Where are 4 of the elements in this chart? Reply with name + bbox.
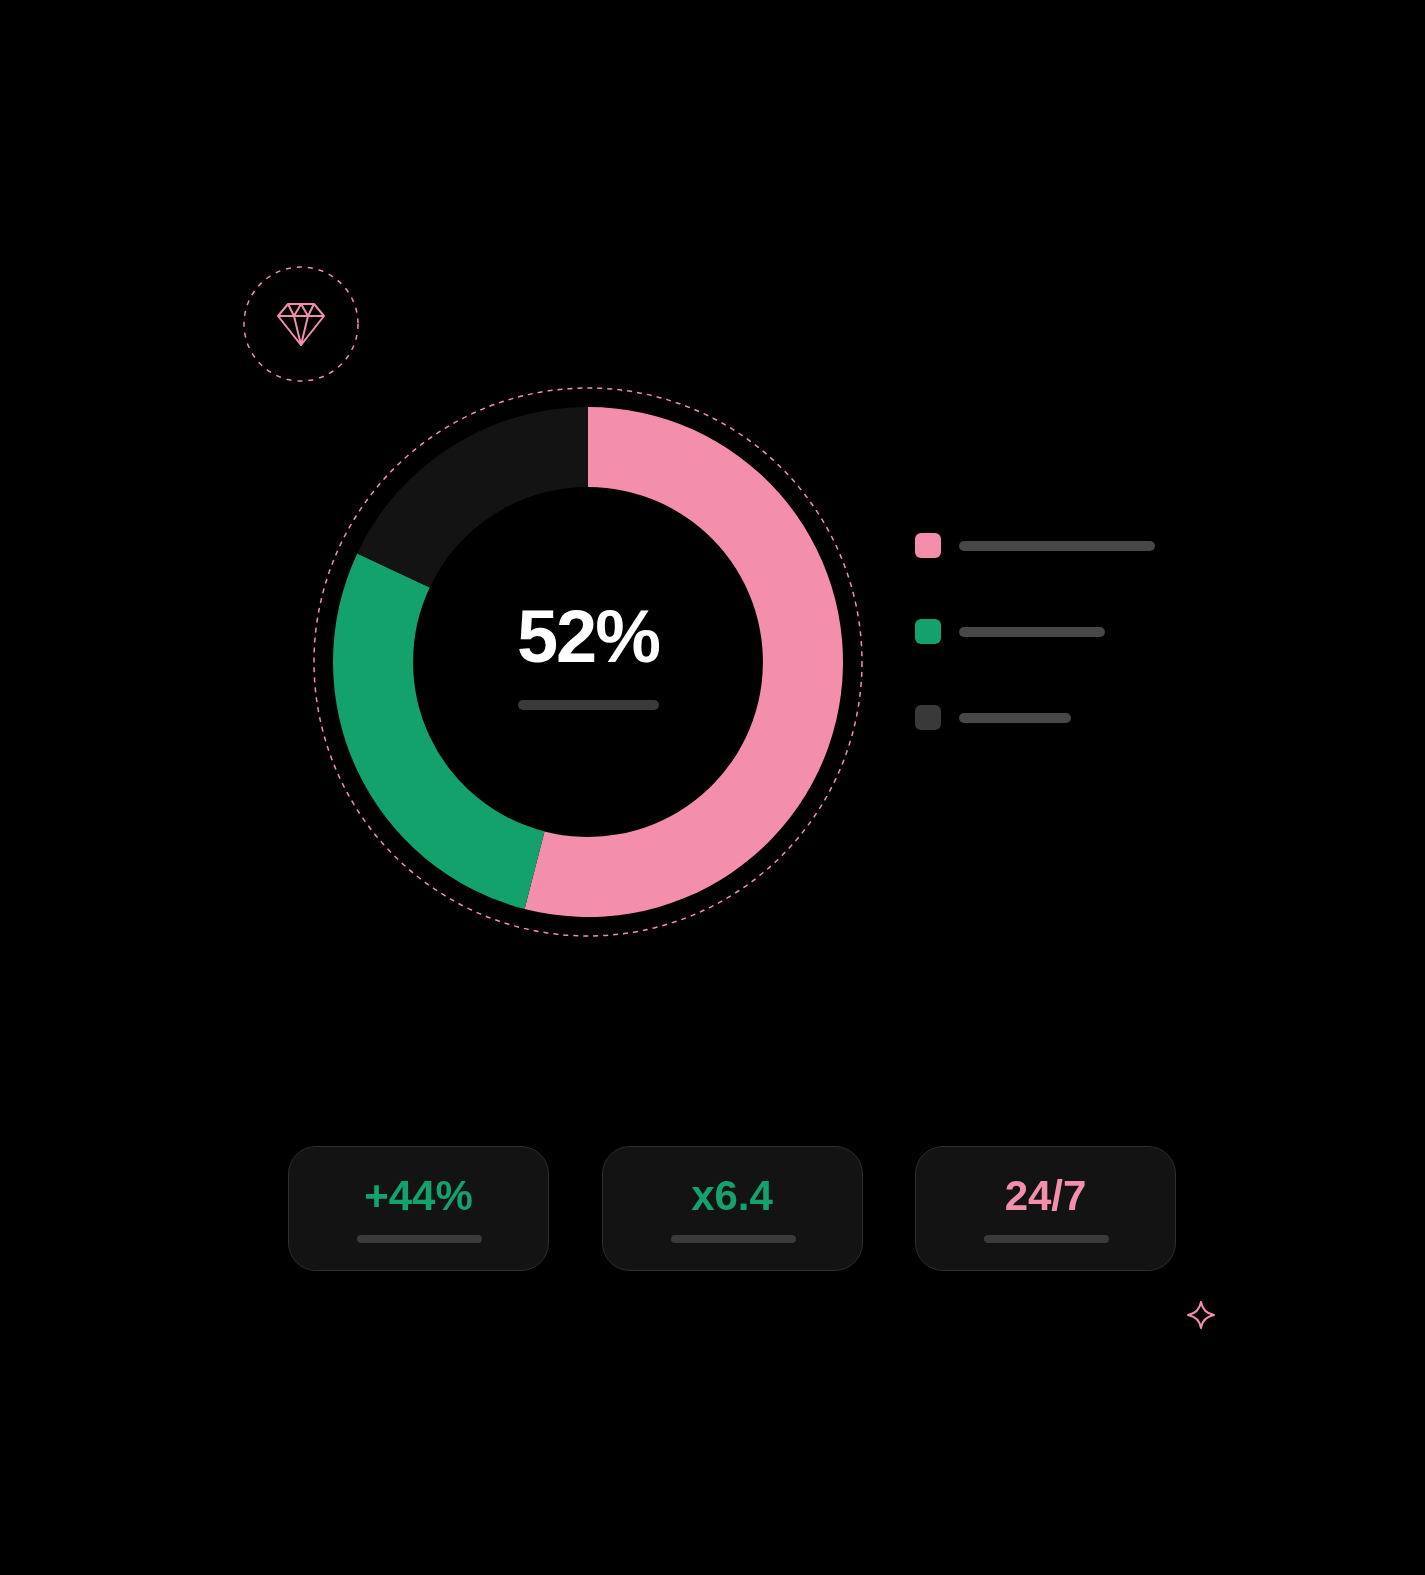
card: x6.4 <box>601 1146 863 1271</box>
text: 52% <box>515 595 661 678</box>
card: +44% <box>288 1146 549 1271</box>
card: 24/7 <box>915 1146 1176 1271</box>
